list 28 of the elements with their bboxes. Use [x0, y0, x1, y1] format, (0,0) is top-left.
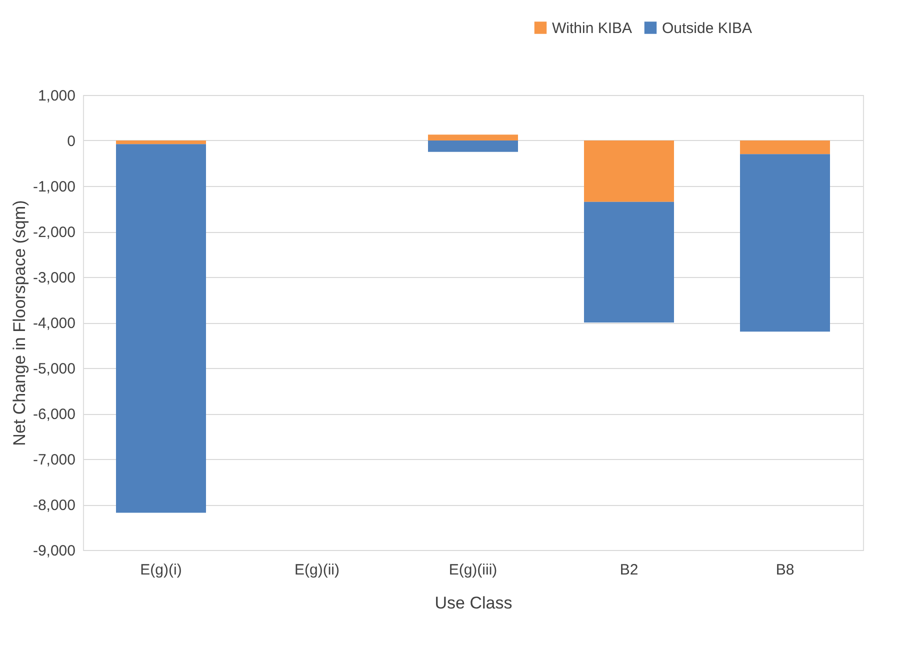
bar — [428, 134, 518, 140]
x-tick-label: B2 — [620, 562, 638, 578]
y-tick-label: -5,000 — [32, 360, 76, 378]
x-tick-label: E(g)(ii) — [294, 562, 340, 578]
x-tick-label: E(g)(i) — [140, 562, 182, 578]
legend-label: Within KIBA — [552, 20, 632, 37]
x-axis-title: Use Class — [434, 594, 512, 612]
y-tick-label: -7,000 — [32, 452, 76, 468]
y-tick-label: -4,000 — [32, 315, 76, 332]
y-tick-label: 0 — [67, 133, 76, 150]
y-axis-title: Net Change in Floorspace (sqm) — [10, 200, 29, 446]
x-tick-label: E(g)(iii) — [448, 562, 498, 578]
bar — [740, 154, 830, 332]
y-tick-label: -1,000 — [32, 178, 76, 196]
bar — [116, 144, 206, 513]
bar — [584, 140, 674, 202]
y-tick-label: -6,000 — [32, 406, 76, 423]
y-tick-label: -2,000 — [32, 224, 76, 241]
legend-label: Outside KIBA — [662, 20, 752, 37]
bar — [116, 140, 206, 144]
bar — [584, 202, 674, 322]
y-tick-label: -9,000 — [32, 542, 76, 560]
bar — [428, 140, 518, 152]
y-tick-label: 1,000 — [38, 88, 76, 104]
y-tick-label: -8,000 — [32, 497, 76, 514]
bar — [740, 140, 830, 154]
y-tick-label: -3,000 — [32, 270, 76, 286]
x-tick-label: B8 — [776, 562, 794, 578]
